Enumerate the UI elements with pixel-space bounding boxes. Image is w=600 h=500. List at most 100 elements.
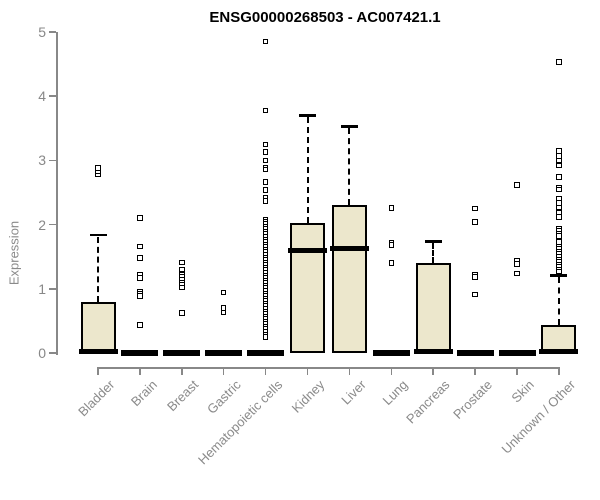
outlier-point (262, 334, 269, 340)
x-tick (139, 367, 141, 375)
outlier-point (556, 204, 562, 211)
outlier-point (556, 186, 562, 193)
flat-box (205, 350, 243, 356)
flat-box (121, 350, 159, 356)
flat-box (372, 350, 410, 356)
x-tick (390, 367, 393, 375)
outlier-point (388, 205, 395, 211)
x-tick (222, 367, 225, 375)
chart-title: ENSG00000268503 - AC007421.1 (209, 9, 441, 26)
outlier-point (262, 187, 269, 193)
outlier-point (220, 309, 227, 316)
x-category-label: Brain (127, 377, 160, 410)
y-tick (49, 352, 56, 354)
whisker-cap (424, 240, 442, 243)
outlier-point (179, 310, 185, 316)
median-line (539, 349, 579, 355)
outlier-point (388, 242, 395, 248)
outlier-point (472, 205, 478, 212)
x-tick (306, 367, 309, 375)
outlier-point (137, 322, 143, 328)
x-tick (516, 367, 518, 375)
outlier-point (179, 266, 185, 273)
outlier-point (179, 259, 185, 266)
median-line (329, 245, 369, 251)
outlier-point (262, 179, 269, 185)
y-tick-label: 2 (38, 216, 46, 233)
outlier-point (556, 174, 562, 180)
median-line (78, 349, 118, 355)
x-category-label: Prostate (449, 377, 495, 422)
y-tick (49, 95, 56, 97)
outlier-point (220, 289, 227, 296)
y-tick-label: 1 (38, 280, 46, 297)
outlier-point (262, 149, 269, 155)
y-axis-line (56, 32, 58, 355)
median-line (413, 349, 453, 355)
outlier-point (556, 162, 562, 169)
outlier-point (95, 165, 101, 171)
x-tick (181, 367, 183, 375)
whisker-cap (89, 233, 107, 237)
outlier-point (472, 219, 478, 225)
x-tick (558, 367, 560, 375)
x-axis-line (98, 367, 561, 369)
x-category-label: Bladder (75, 377, 118, 420)
upper-whisker (306, 117, 309, 223)
outlier-point (262, 157, 269, 164)
x-category-label: Lung (379, 377, 411, 409)
median-line (288, 247, 327, 253)
whisker-cap (299, 114, 316, 117)
flat-box (247, 350, 285, 356)
outlier-point (514, 182, 520, 188)
y-tick (49, 288, 56, 290)
box (290, 222, 325, 353)
outlier-point (556, 59, 562, 65)
x-tick (474, 367, 476, 375)
y-tick-label: 3 (38, 152, 46, 169)
flat-box (163, 350, 201, 356)
outlier-point (179, 284, 185, 291)
outlier-point (262, 141, 269, 148)
outlier-point (137, 255, 143, 261)
y-tick-label: 0 (38, 345, 46, 361)
box (415, 263, 451, 353)
outlier-point (556, 214, 562, 220)
outlier-point (556, 148, 562, 154)
outlier-point (388, 260, 395, 266)
upper-whisker (348, 128, 351, 206)
outlier-point (262, 107, 269, 114)
flat-box (456, 350, 494, 356)
x-category-label: Pancreas (403, 377, 453, 427)
whisker-cap (550, 274, 568, 277)
x-category-label: Breast (164, 377, 202, 415)
outlier-point (262, 198, 269, 204)
outlier-point (137, 215, 143, 221)
outlier-point (472, 274, 478, 280)
outlier-point (556, 233, 562, 239)
outlier-point (556, 268, 562, 275)
y-tick (49, 159, 56, 162)
x-category-label: Kidney (288, 377, 328, 416)
outlier-point (514, 270, 520, 277)
upper-whisker (97, 236, 99, 303)
outlier-point (137, 293, 143, 299)
x-category-label: Liver (338, 377, 370, 408)
y-tick (49, 223, 56, 226)
y-tick-label: 4 (38, 88, 46, 105)
outlier-point (262, 38, 269, 45)
outlier-point (556, 157, 562, 164)
outlier-point (472, 291, 478, 298)
flat-box (498, 350, 536, 356)
outlier-point (137, 243, 143, 250)
x-tick (432, 367, 434, 375)
outlier-point (262, 166, 269, 173)
outlier-point (137, 275, 143, 281)
x-category-label: Gastric (203, 377, 244, 417)
whisker-cap (340, 125, 358, 128)
y-tick (49, 31, 56, 33)
upper-whisker (557, 277, 560, 325)
outlier-point (514, 261, 520, 267)
box (331, 205, 367, 353)
